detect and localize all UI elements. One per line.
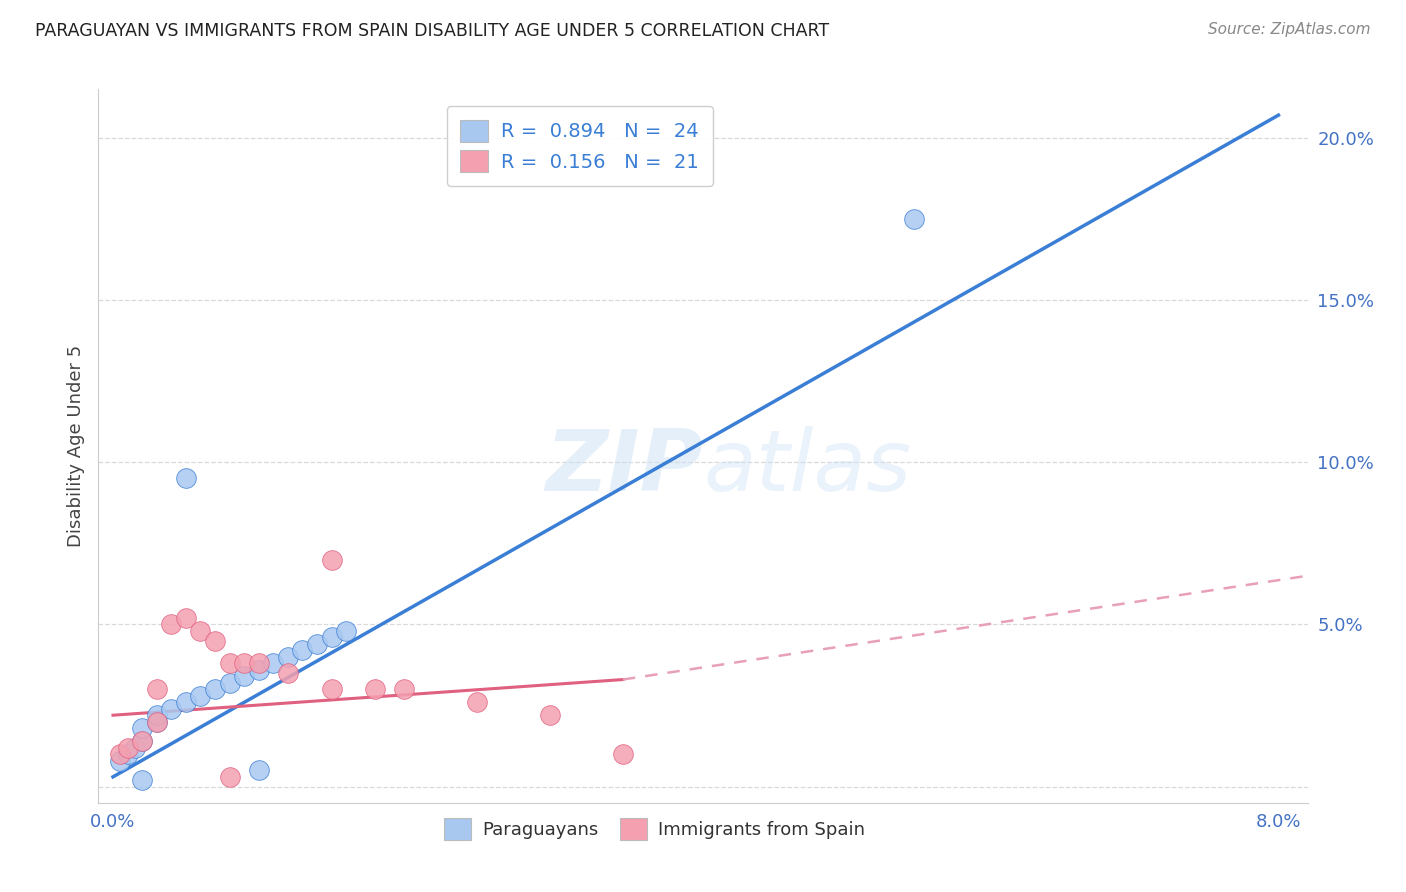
Point: [190, 689, 212, 703]
Point: [131, 734, 153, 748]
Point: [218, 675, 240, 690]
Point: [145, 708, 167, 723]
Point: [174, 611, 197, 625]
Point: [145, 714, 167, 729]
Point: [247, 657, 270, 671]
Point: [394, 682, 416, 697]
Point: [305, 637, 328, 651]
Text: PARAGUAYAN VS IMMIGRANTS FROM SPAIN DISABILITY AGE UNDER 5 CORRELATION CHART: PARAGUAYAN VS IMMIGRANTS FROM SPAIN DISA…: [35, 22, 830, 40]
Point: [321, 682, 343, 697]
Text: Source: ZipAtlas.com: Source: ZipAtlas.com: [1208, 22, 1371, 37]
Point: [262, 657, 284, 671]
Point: [174, 695, 197, 709]
Point: [335, 624, 357, 638]
Point: [277, 666, 299, 681]
Text: ZIP: ZIP: [546, 425, 703, 509]
Point: [204, 633, 226, 648]
Point: [204, 682, 226, 697]
Point: [117, 747, 139, 761]
Point: [218, 770, 240, 784]
Point: [321, 631, 343, 645]
Point: [233, 669, 256, 683]
Point: [190, 624, 212, 638]
Legend: Paraguayans, Immigrants from Spain: Paraguayans, Immigrants from Spain: [437, 811, 872, 847]
Point: [277, 649, 299, 664]
Y-axis label: Disability Age Under 5: Disability Age Under 5: [66, 345, 84, 547]
Point: [321, 552, 343, 566]
Point: [160, 617, 183, 632]
Point: [218, 657, 240, 671]
Point: [145, 714, 167, 729]
Point: [247, 764, 270, 778]
Point: [538, 708, 561, 723]
Point: [291, 643, 314, 657]
Point: [131, 734, 153, 748]
Text: atlas: atlas: [703, 425, 911, 509]
Point: [364, 682, 387, 697]
Point: [465, 695, 488, 709]
Point: [233, 657, 256, 671]
Point: [145, 682, 167, 697]
Point: [124, 740, 146, 755]
Point: [117, 740, 139, 755]
Point: [110, 747, 132, 761]
Point: [110, 754, 132, 768]
Point: [174, 471, 197, 485]
Point: [903, 211, 925, 226]
Point: [612, 747, 634, 761]
Point: [131, 721, 153, 735]
Point: [247, 663, 270, 677]
Point: [160, 702, 183, 716]
Point: [131, 773, 153, 788]
